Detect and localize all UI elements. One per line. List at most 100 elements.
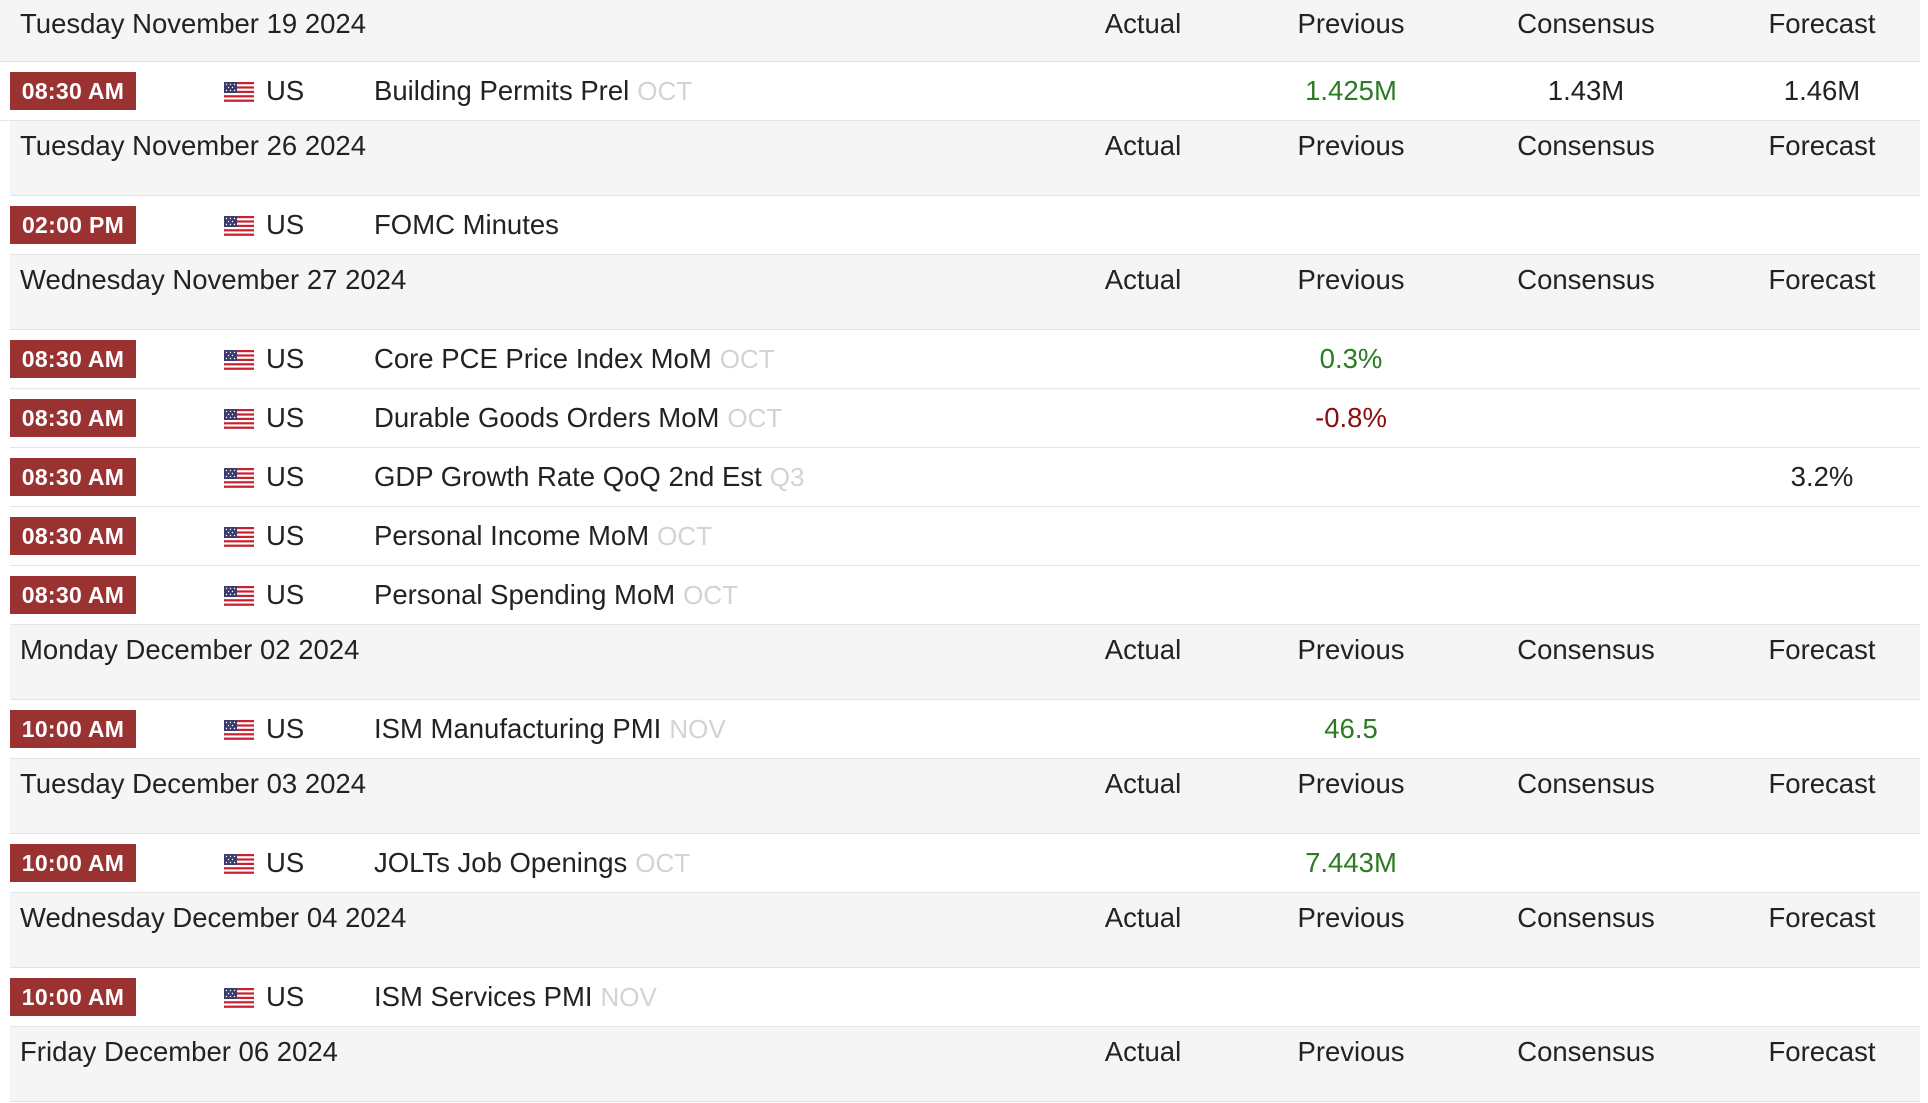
event-reference-period: Q3 <box>769 462 805 492</box>
day-date: Tuesday November 26 2024 <box>20 130 366 161</box>
event-row[interactable]: 08:30 AM US Core PCE Price Index MoM OCT … <box>10 330 1920 389</box>
event-reference-period: OCT <box>657 521 712 551</box>
event-country: US <box>266 75 305 106</box>
event-forecast-value: 1.46M <box>1783 75 1861 106</box>
event-time-badge: 10:00 AM <box>10 844 136 882</box>
column-header-consensus[interactable]: Consensus <box>1517 264 1655 295</box>
event-country: US <box>266 461 305 492</box>
day-header: Tuesday November 26 2024 Actual Previous… <box>10 121 1920 196</box>
event-name-link[interactable]: FOMC Minutes <box>374 209 559 240</box>
column-header-previous[interactable]: Previous <box>1297 264 1405 295</box>
column-header-actual[interactable]: Actual <box>1104 768 1182 799</box>
column-header-forecast[interactable]: Forecast <box>1768 264 1876 295</box>
column-header-previous[interactable]: Previous <box>1297 768 1405 799</box>
event-name-link[interactable]: JOLTs Job Openings <box>374 847 628 878</box>
day-date: Tuesday December 03 2024 <box>20 768 366 799</box>
column-header-actual[interactable]: Actual <box>1104 634 1182 665</box>
event-time-badge: 10:00 AM <box>10 710 136 748</box>
event-previous-value: 0.3% <box>1319 343 1383 374</box>
column-header-forecast[interactable]: Forecast <box>1768 1036 1876 1067</box>
column-header-forecast[interactable]: Forecast <box>1768 902 1876 933</box>
day-date: Wednesday November 27 2024 <box>20 264 407 295</box>
us-flag-icon <box>224 350 254 370</box>
event-previous-value: 46.5 <box>1324 713 1378 744</box>
event-country: US <box>266 847 305 878</box>
event-name-link[interactable]: Core PCE Price Index MoM <box>374 343 712 374</box>
day-date: Tuesday November 19 2024 <box>20 8 366 39</box>
event-country: US <box>266 343 305 374</box>
event-previous-value: 1.425M <box>1305 75 1397 106</box>
event-row[interactable]: 10:00 AM US ISM Manufacturing PMI NOV 46.… <box>10 700 1920 759</box>
event-row[interactable]: 08:30 AM US GDP Growth Rate QoQ 2nd Est Q… <box>10 448 1920 507</box>
day-header: Monday December 02 2024 Actual Previous … <box>10 625 1920 700</box>
column-header-previous[interactable]: Previous <box>1297 902 1405 933</box>
us-flag-icon <box>224 527 254 547</box>
column-header-actual[interactable]: Actual <box>1104 1036 1182 1067</box>
column-header-consensus[interactable]: Consensus <box>1517 1036 1655 1067</box>
event-reference-period: OCT <box>683 580 739 610</box>
event-time-badge: 08:30 AM <box>10 340 136 378</box>
day-date: Monday December 02 2024 <box>20 634 360 665</box>
event-country: US <box>266 209 305 240</box>
event-name-link[interactable]: Durable Goods Orders MoM <box>374 402 720 433</box>
event-name-link[interactable]: ISM Services PMI <box>374 981 593 1012</box>
day-header: Wednesday December 04 2024 Actual Previo… <box>10 893 1920 968</box>
event-time-badge: 08:30 AM <box>10 458 136 496</box>
column-header-previous[interactable]: Previous <box>1297 1036 1405 1067</box>
column-header-previous[interactable]: Previous <box>1297 8 1405 39</box>
event-country: US <box>266 981 305 1012</box>
event-time-badge: 10:00 AM <box>10 978 136 1016</box>
event-row[interactable]: 10:00 AM US ISM Services PMI NOV <box>10 968 1920 1027</box>
column-header-previous[interactable]: Previous <box>1297 130 1405 161</box>
event-name-link[interactable]: Personal Income MoM <box>374 520 650 551</box>
column-header-forecast[interactable]: Forecast <box>1768 768 1876 799</box>
event-row[interactable]: 08:30 AM US Personal Spending MoM OCT <box>10 566 1920 625</box>
column-header-forecast[interactable]: Forecast <box>1768 634 1876 665</box>
column-header-actual[interactable]: Actual <box>1104 8 1182 39</box>
us-flag-icon <box>224 468 254 488</box>
event-forecast-value: 3.2% <box>1790 461 1854 492</box>
event-time-badge: 08:30 AM <box>10 576 136 614</box>
day-header: Tuesday December 03 2024 Actual Previous… <box>10 759 1920 834</box>
event-time-badge: 08:30 AM <box>10 399 136 437</box>
us-flag-icon <box>224 216 254 236</box>
day-date: Friday December 06 2024 <box>20 1036 338 1067</box>
event-name-link[interactable]: GDP Growth Rate QoQ 2nd Est <box>374 461 762 492</box>
event-row[interactable]: 08:30 AM US Personal Income MoM OCT <box>10 507 1920 566</box>
column-header-actual[interactable]: Actual <box>1104 264 1182 295</box>
column-header-actual[interactable]: Actual <box>1104 130 1182 161</box>
column-header-forecast[interactable]: Forecast <box>1768 8 1876 39</box>
event-name-link[interactable]: ISM Manufacturing PMI <box>374 713 662 744</box>
event-row[interactable]: 02:00 PM US FOMC Minutes <box>10 196 1920 255</box>
event-row[interactable]: 08:30 AM US Building Permits Prel OCT 1.4… <box>0 62 1920 121</box>
event-country: US <box>266 402 305 433</box>
event-country: US <box>266 579 305 610</box>
us-flag-icon <box>224 586 254 606</box>
column-header-consensus[interactable]: Consensus <box>1517 130 1655 161</box>
day-header: Friday December 06 2024 Actual Previous … <box>10 1027 1920 1102</box>
us-flag-icon <box>224 409 254 429</box>
column-header-consensus[interactable]: Consensus <box>1517 8 1655 39</box>
event-reference-period: NOV <box>669 714 726 744</box>
day-header: Tuesday November 19 2024 Actual Previous… <box>0 0 1920 62</box>
day-date: Wednesday December 04 2024 <box>20 902 407 933</box>
event-name-link[interactable]: Personal Spending MoM <box>374 579 676 610</box>
column-header-consensus[interactable]: Consensus <box>1517 634 1655 665</box>
us-flag-icon <box>224 988 254 1008</box>
us-flag-icon <box>224 82 254 102</box>
event-time-badge: 08:30 AM <box>10 517 136 555</box>
event-time-badge: 02:00 PM <box>10 206 136 244</box>
column-header-previous[interactable]: Previous <box>1297 634 1405 665</box>
column-header-consensus[interactable]: Consensus <box>1517 902 1655 933</box>
column-header-consensus[interactable]: Consensus <box>1517 768 1655 799</box>
event-time-badge: 08:30 AM <box>10 72 136 110</box>
event-country: US <box>266 713 305 744</box>
event-name-link[interactable]: Building Permits Prel <box>374 75 630 106</box>
event-reference-period: OCT <box>637 76 693 106</box>
event-row[interactable]: 10:00 AM US JOLTs Job Openings OCT 7.443M <box>10 834 1920 893</box>
column-header-forecast[interactable]: Forecast <box>1768 130 1876 161</box>
column-header-actual[interactable]: Actual <box>1104 902 1182 933</box>
event-row[interactable]: 08:30 AM US Durable Goods Orders MoM OCT … <box>10 389 1920 448</box>
event-reference-period: OCT <box>635 848 691 878</box>
